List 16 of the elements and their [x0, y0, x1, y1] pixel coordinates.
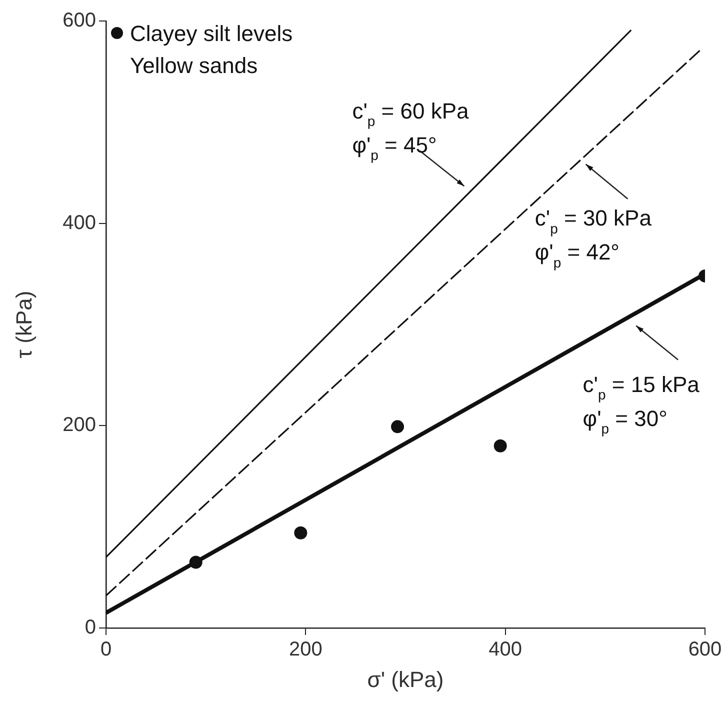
x-axis-title: σ' (kPa): [367, 666, 444, 692]
point: [494, 439, 507, 452]
x-tick-label: 400: [488, 638, 522, 661]
y-tick-label: 400: [62, 212, 96, 234]
y-axis-title: τ (kPa): [11, 290, 36, 358]
y-tick-label: 200: [62, 414, 96, 436]
x-tick-label: 0: [100, 638, 112, 661]
x-tick-label: 200: [288, 638, 322, 661]
point: [294, 526, 308, 540]
x-tick-label: 600: [688, 638, 722, 661]
y-tick-label: 0: [84, 616, 96, 639]
annotation: Yellow sands: [130, 53, 258, 78]
y-tick-label: 600: [62, 10, 96, 32]
point: [391, 420, 404, 434]
legend-label: Clayey silt levels: [130, 21, 293, 46]
point: [189, 556, 202, 569]
